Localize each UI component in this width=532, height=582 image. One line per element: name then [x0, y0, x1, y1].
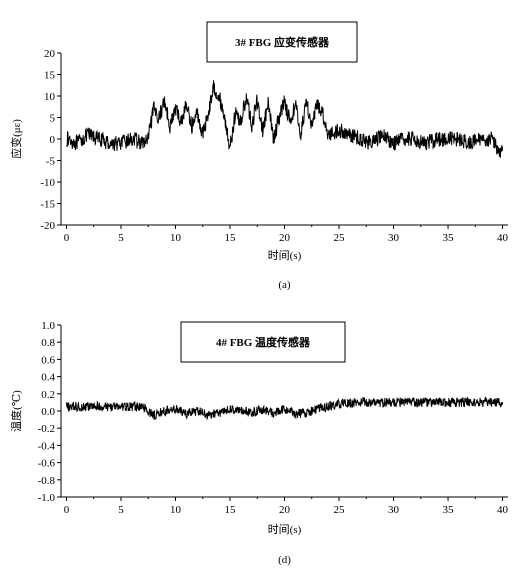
- x-tick-label: 15: [224, 504, 236, 516]
- y-tick-label: 0.0: [41, 406, 55, 418]
- panel-label: (a): [278, 279, 291, 291]
- chart-0: 0 5 10 15 20 25 30 35 40 -20 -15 -10 -5 0 5 10 15 20 3# FB…: [9, 21, 509, 291]
- y-tick-label: 20: [44, 48, 56, 60]
- title-box: [206, 21, 358, 63]
- x-tick-label: 0: [64, 504, 70, 516]
- y-tick-label: 0.6: [41, 354, 55, 366]
- y-tick-label: 1.0: [41, 320, 55, 332]
- x-tick-label: 40: [497, 504, 509, 516]
- x-tick-label: 5: [118, 232, 124, 244]
- y-tick-label: -1.0: [38, 492, 56, 504]
- panel-label: (d): [278, 554, 291, 566]
- y-tick-label: 0: [50, 134, 56, 146]
- y-tick-label: -0.8: [38, 475, 56, 487]
- x-tick-label: 30: [388, 232, 400, 244]
- x-tick-label: 25: [334, 232, 346, 244]
- y-tick-label: 5: [50, 113, 56, 125]
- y-tick-label: 10: [44, 91, 56, 103]
- y-tick-label: -20: [40, 220, 55, 232]
- y-tick-label: -0.6: [38, 458, 56, 470]
- x-tick-label: 35: [443, 232, 455, 244]
- chart-title: 3# FBG 应变传感器: [235, 35, 330, 49]
- x-tick-label: 15: [224, 232, 236, 244]
- x-tick-label: 35: [443, 504, 455, 516]
- x-tick-label: 10: [170, 232, 182, 244]
- x-tick-label: 10: [170, 504, 182, 516]
- chart-title: 4# FBG 温度传感器: [216, 335, 311, 349]
- y-tick-label: 0.4: [41, 372, 55, 384]
- series-line-0: [66, 80, 503, 158]
- x-tick-label: 25: [334, 504, 346, 516]
- x-axis-title: 时间(s): [268, 249, 302, 262]
- y-axis-title: 应变(με): [9, 119, 23, 159]
- x-tick-label: 0: [64, 232, 70, 244]
- x-tick-label: 30: [388, 504, 400, 516]
- y-axis-title: 温度(℃): [9, 390, 23, 432]
- series-line-0: [66, 396, 503, 421]
- y-tick-label: -10: [40, 177, 55, 189]
- y-tick-label: -0.4: [38, 440, 56, 452]
- title-box: [180, 321, 346, 363]
- x-tick-label: 5: [118, 504, 124, 516]
- y-tick-label: -15: [40, 199, 55, 211]
- y-tick-label: -0.2: [38, 423, 55, 435]
- x-tick-label: 20: [279, 504, 291, 516]
- chart-1: 0 5 10 15 20 25 30 35 40 -1.0 -0.8 -0.6 -0.4 -0.2 0.0 0…: [9, 320, 509, 566]
- y-tick-label: 15: [44, 70, 56, 82]
- x-axis-title: 时间(s): [268, 523, 302, 536]
- x-tick-label: 40: [497, 232, 509, 244]
- x-tick-label: 20: [279, 232, 291, 244]
- y-tick-label: 0.2: [41, 389, 55, 401]
- y-tick-label: 0.8: [41, 337, 55, 349]
- y-tick-label: -5: [46, 156, 56, 168]
